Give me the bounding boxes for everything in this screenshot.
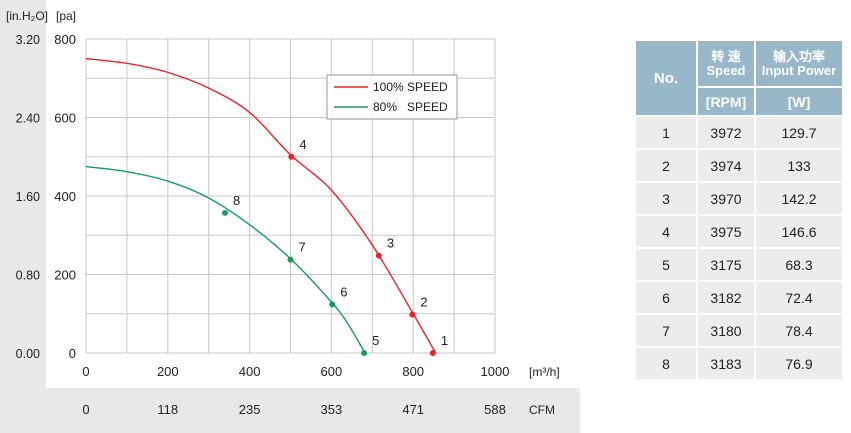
data-point-5 xyxy=(361,350,368,356)
data-point-1 xyxy=(429,350,436,356)
cell-power: 76.9 xyxy=(756,348,842,379)
header-power-en: Input Power xyxy=(761,62,837,78)
table-row: 3 3970 142.2 xyxy=(636,183,842,214)
data-point-6 xyxy=(329,301,336,308)
x-tick-m3h: 1000 xyxy=(481,364,510,379)
flow-m3h-unit: [m³/h] xyxy=(529,365,560,379)
x-tick-cfm: 588 xyxy=(484,402,506,417)
legend-label-80: 80% SPEED xyxy=(373,100,448,114)
fan-performance-chart: [in.H₂O] [pa] [m³/h] CFM 0 200 400 600 800 10… xyxy=(0,0,580,433)
y-tick-inh2o: 0.80 xyxy=(16,269,40,283)
data-point-label-6: 6 xyxy=(340,284,347,299)
table-row: 7 3180 78.4 xyxy=(636,315,842,346)
table-row: 6 3182 72.4 xyxy=(636,282,842,313)
y-tick-inh2o: 3.20 xyxy=(16,33,40,47)
data-point-8 xyxy=(222,209,229,216)
data-point-4 xyxy=(288,153,295,160)
data-point-label-7: 7 xyxy=(299,240,306,255)
data-point-label-4: 4 xyxy=(299,137,306,152)
cell-no: 8 xyxy=(636,348,696,379)
pressure-pa-unit: [pa] xyxy=(56,9,76,23)
table-row: 5 3175 68.3 xyxy=(636,249,842,280)
header-power: 输入功率 Input Power xyxy=(756,41,842,86)
header-speed: 转 速 Speed xyxy=(698,41,754,86)
series-line-80-speed xyxy=(85,165,366,354)
cell-speed: 3975 xyxy=(698,216,754,247)
cell-power: 146.6 xyxy=(756,216,842,247)
cell-power: 68.3 xyxy=(756,249,842,280)
data-point-7 xyxy=(287,256,294,263)
table-row: 2 3974 133 xyxy=(636,150,842,181)
left-axis-band xyxy=(0,0,46,433)
cell-no: 5 xyxy=(636,249,696,280)
x-tick-m3h: 200 xyxy=(157,364,179,379)
y-tick-pa: 400 xyxy=(54,189,76,204)
data-point-label-3: 3 xyxy=(387,236,394,251)
x-tick-cfm: 235 xyxy=(239,402,261,417)
x-tick-cfm: 118 xyxy=(157,402,178,417)
bottom-axis-band xyxy=(0,388,580,433)
y-tick-inh2o: 0.00 xyxy=(16,347,40,361)
x-tick-m3h: 400 xyxy=(239,364,261,379)
cell-no: 2 xyxy=(636,150,696,181)
legend-box xyxy=(326,74,458,120)
cell-no: 6 xyxy=(636,282,696,313)
table-row: 4 3975 146.6 xyxy=(636,216,842,247)
data-point-label-8: 8 xyxy=(233,193,240,208)
x-tick-cfm: 353 xyxy=(321,402,343,417)
y-tick-pa: 200 xyxy=(54,268,76,283)
legend: 100% SPEED 80% SPEED xyxy=(326,74,458,120)
header-no: No. xyxy=(636,41,696,115)
y-tick-inh2o: 1.60 xyxy=(16,190,40,204)
y-tick-pa: 0 xyxy=(69,346,76,361)
table-row: 8 3183 76.9 xyxy=(636,348,842,379)
cell-speed: 3175 xyxy=(698,249,754,280)
cell-speed: 3970 xyxy=(698,183,754,214)
header-power-cn: 输入功率 xyxy=(772,48,825,64)
x-tick-cfm: 471 xyxy=(402,402,424,417)
cell-power: 72.4 xyxy=(756,282,842,313)
cell-power: 129.7 xyxy=(756,117,842,148)
x-tick-m3h: 0 xyxy=(82,364,89,379)
cell-no: 3 xyxy=(636,183,696,214)
header-speed-en: Speed xyxy=(706,62,746,78)
series-line-100-speed xyxy=(85,57,437,354)
cell-speed: 3180 xyxy=(698,315,754,346)
table-row: 1 3972 129.7 xyxy=(636,117,842,148)
cell-speed: 3183 xyxy=(698,348,754,379)
table-unit-row: [RPM] [W] xyxy=(636,88,842,115)
cell-speed: 3974 xyxy=(698,150,754,181)
spec-table: No. 转 速 Speed 输入功率 Input Power [RPM] [W]… xyxy=(634,39,844,381)
unit-speed: [RPM] xyxy=(698,88,754,115)
cell-no: 7 xyxy=(636,315,696,346)
x-tick-m3h: 800 xyxy=(402,364,424,379)
cell-power: 133 xyxy=(756,150,842,181)
y-tick-pa: 600 xyxy=(54,111,76,126)
header-speed-cn: 转 速 xyxy=(711,48,741,64)
data-point-3 xyxy=(375,252,382,259)
data-point-label-2: 2 xyxy=(420,295,427,310)
table-header-row: No. 转 速 Speed 输入功率 Input Power xyxy=(636,41,842,115)
data-point-2 xyxy=(409,311,416,318)
x-tick-m3h: 600 xyxy=(321,364,343,379)
x-tick-cfm: 0 xyxy=(82,402,89,417)
legend-label-100: 100% SPEED xyxy=(373,80,448,94)
y-tick-inh2o: 2.40 xyxy=(16,112,40,126)
cell-no: 4 xyxy=(636,216,696,247)
data-point-label-1: 1 xyxy=(441,333,448,348)
cell-speed: 3972 xyxy=(698,117,754,148)
pressure-inh2o-unit: [in.H₂O] xyxy=(6,9,48,23)
cell-no: 1 xyxy=(636,117,696,148)
spec-table-body: 1 3972 129.7 2 3974 133 3 3970 142.2 4 3975 146.6 5 3… xyxy=(636,117,842,379)
cell-speed: 3182 xyxy=(698,282,754,313)
data-point-label-5: 5 xyxy=(372,333,379,348)
flow-cfm-unit: CFM xyxy=(529,403,555,417)
cell-power: 142.2 xyxy=(756,183,842,214)
cell-power: 78.4 xyxy=(756,315,842,346)
series-lines: 1 2 3 4 5 6 7 8 xyxy=(85,57,448,356)
y-tick-pa: 800 xyxy=(54,32,76,47)
unit-power: [W] xyxy=(756,88,842,115)
chart-svg: [in.H₂O] [pa] [m³/h] CFM 0 200 400 600 800 10… xyxy=(0,0,580,433)
